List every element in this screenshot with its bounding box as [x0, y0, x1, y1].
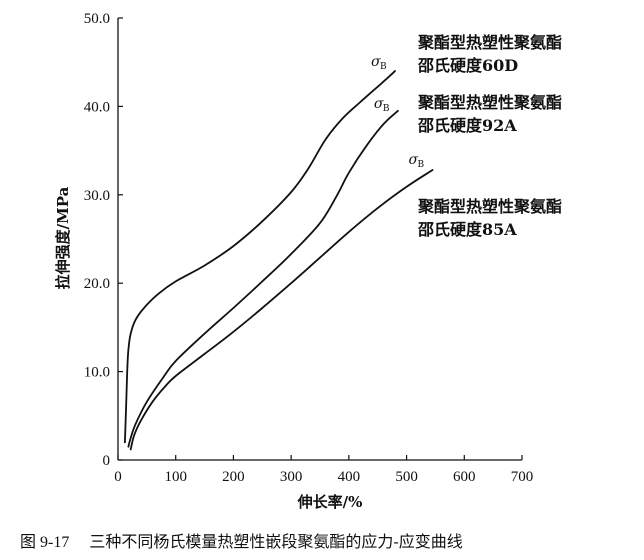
stress-strain-chart: 0 100 200 300 400 500 600 700 0 10.0 20.0 30.0 40.0… [54, 11, 562, 511]
sigma-b-subscript: B [380, 62, 387, 72]
x-tick-label: 200 [222, 469, 245, 485]
sigma-b-marker: σ [409, 152, 419, 168]
curve-85a [129, 169, 434, 451]
x-tick-label: 100 [164, 469, 187, 485]
y-axis-title: 拉伸强度/MPa [54, 186, 72, 289]
sigma-b-subscript: B [383, 104, 390, 114]
sigma-markers: σ Bσ Bσ B [371, 54, 425, 170]
y-tick-label: 10.0 [84, 365, 110, 381]
sigma-b-marker: σ [371, 54, 381, 70]
curve-60d [124, 70, 396, 444]
axes [117, 18, 522, 461]
x-tick-label: 300 [280, 469, 303, 485]
y-tick-label: 0 [103, 453, 111, 469]
x-tick-label: 400 [338, 469, 361, 485]
y-tick-label: 50.0 [84, 11, 110, 27]
series-label-line1: 聚酯型热塑性聚氨酯 [417, 33, 562, 52]
series-label-line1: 聚酯型热塑性聚氨酯 [417, 93, 562, 112]
series-label-line2: 邵氏硬度60D [417, 56, 518, 75]
y-tick-label: 30.0 [84, 188, 110, 204]
curves [124, 70, 434, 451]
sigma-b-marker: σ [374, 96, 384, 112]
series-label-line2: 邵氏硬度92A [417, 116, 517, 135]
y-tick-label: 20.0 [84, 276, 110, 292]
x-axis-title: 伸长率/% [297, 493, 363, 511]
figure-caption: 图 9-17 三种不同杨氏模量热塑性嵌段聚氨酯的应力-应变曲线 [20, 528, 630, 552]
figure-caption-text: 三种不同杨氏模量热塑性嵌段聚氨酯的应力-应变曲线 [89, 532, 463, 551]
series-label-line2: 邵氏硬度85A [417, 220, 517, 239]
x-tick-label: 600 [453, 469, 476, 485]
y-ticks: 0 10.0 20.0 30.0 40.0 50.0 [84, 11, 123, 469]
x-ticks: 0 100 200 300 400 500 600 700 [114, 455, 533, 485]
series-label-line1: 聚酯型热塑性聚氨酯 [417, 197, 562, 216]
curve-92a [127, 109, 399, 448]
sigma-b-subscript: B [418, 160, 425, 170]
x-tick-label: 700 [511, 469, 534, 485]
figure-number: 图 9-17 [20, 534, 70, 551]
x-tick-label: 500 [395, 469, 418, 485]
y-tick-label: 40.0 [84, 99, 110, 115]
x-tick-label: 0 [114, 469, 122, 485]
